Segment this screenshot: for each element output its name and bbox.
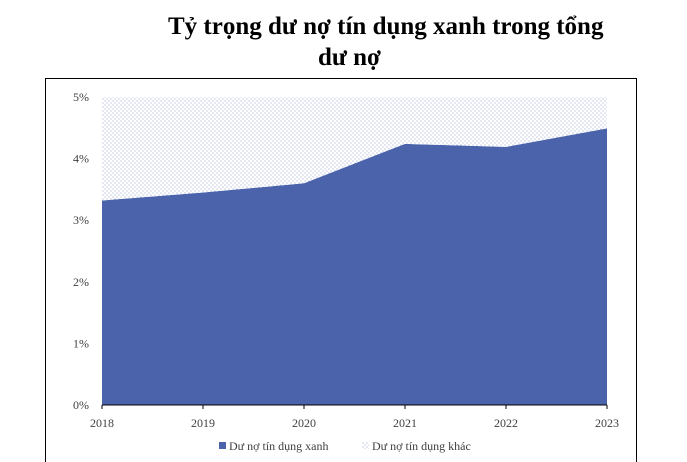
legend-swatch-2 — [362, 442, 369, 449]
x-tick-label-2018: 2018 — [90, 416, 114, 430]
chart-title-line-1: Tỷ trọng dư nợ tín dụng xanh trong tổng — [168, 13, 604, 40]
legend-swatch-1 — [219, 442, 226, 449]
legend-label-2: Dư nợ tín dụng khác — [372, 439, 471, 453]
x-tick-label-2021: 2021 — [393, 416, 417, 430]
x-tick-label-2022: 2022 — [494, 416, 518, 430]
chart-frame — [45, 78, 637, 462]
y-tick-label-3: 3% — [73, 213, 89, 227]
y-tick-label-1: 1% — [73, 336, 89, 350]
y-tick-label-4: 4% — [73, 152, 89, 166]
series-2-area — [102, 97, 607, 201]
x-tick-label-2019: 2019 — [191, 416, 215, 430]
x-tick-label-2020: 2020 — [292, 416, 316, 430]
y-tick-label-5: 5% — [73, 90, 89, 104]
y-tick-label-0: 0% — [73, 398, 89, 412]
x-tick-label-2023: 2023 — [595, 416, 619, 430]
y-tick-label-2: 2% — [73, 275, 89, 289]
chart-title: Tỷ trọng dư nợ tín dụng xanh trong tổng … — [0, 0, 687, 78]
chart-title-line-2: dư nợ — [318, 44, 381, 71]
legend-label-1: Dư nợ tín dụng xanh — [229, 439, 329, 453]
series-1-area — [102, 128, 607, 405]
